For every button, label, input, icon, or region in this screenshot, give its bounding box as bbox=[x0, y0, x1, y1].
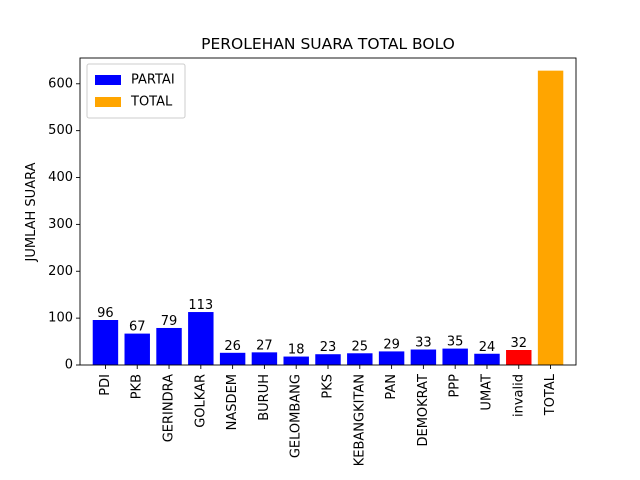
y-axis-label: JUMLAH SUARA bbox=[24, 162, 39, 262]
x-tick-label-umat: UMAT bbox=[479, 374, 494, 411]
y-tick-label-200: 200 bbox=[48, 264, 73, 279]
bar-gelombang bbox=[283, 356, 309, 365]
x-tick-label-gerindra: GERINDRA bbox=[162, 374, 177, 442]
x-tick-label-pkb: PKB bbox=[130, 374, 145, 399]
x-tick-label-pan: PAN bbox=[384, 374, 399, 400]
bar-total bbox=[537, 70, 564, 366]
bar-value-label-invalid: 32 bbox=[510, 336, 527, 351]
x-tick-label-kebangkitan: KEBANGKITAN bbox=[352, 374, 367, 466]
y-ticks-group: 0 100 200 300 400 500 600 bbox=[48, 76, 80, 373]
x-tick-label-demokrat: DEMOKRAT bbox=[416, 374, 431, 447]
chart-title: PEROLEHAN SUARA TOTAL BOLO bbox=[201, 35, 455, 53]
bar-invalid bbox=[506, 350, 532, 365]
bar-value-label-golkar: 113 bbox=[188, 298, 213, 313]
bar-ppp bbox=[442, 348, 468, 365]
bar-pks bbox=[315, 354, 341, 365]
bar-demokrat bbox=[410, 349, 437, 365]
bar-value-label-pks: 23 bbox=[320, 340, 337, 355]
bar-value-label-pkb: 67 bbox=[129, 320, 146, 335]
bar-umat bbox=[474, 353, 500, 365]
bar-gerindra bbox=[156, 327, 182, 365]
x-tick-label-pdi: PDI bbox=[98, 374, 113, 396]
bar-value-label-ppp: 35 bbox=[447, 335, 464, 350]
x-tick-label-pks: PKS bbox=[321, 374, 336, 399]
bar-value-label-buruh: 27 bbox=[256, 338, 273, 353]
bar-golkar bbox=[188, 312, 214, 365]
bar-value-label-pdi: 96 bbox=[97, 306, 114, 321]
y-tick-label-100: 100 bbox=[48, 311, 73, 326]
bar-nasdem bbox=[219, 352, 246, 365]
bar-labels-group: 96 67 79 113 26 27 18 23 25 29 33 35 24 32 bbox=[97, 298, 527, 358]
bar-value-label-kebangkitan: 25 bbox=[352, 339, 369, 354]
bar-value-label-gerindra: 79 bbox=[161, 314, 178, 329]
y-tick-label-500: 500 bbox=[48, 123, 73, 138]
bar-value-label-gelombang: 18 bbox=[288, 343, 305, 358]
legend-label-total: TOTAL bbox=[130, 95, 173, 110]
legend-swatch-total bbox=[95, 97, 121, 107]
legend-swatch-partai bbox=[95, 75, 121, 85]
bar-pan bbox=[378, 351, 405, 365]
bar-value-label-pan: 29 bbox=[383, 337, 400, 352]
x-tick-label-total: TOTAL bbox=[543, 373, 558, 416]
bar-value-label-umat: 24 bbox=[479, 340, 496, 355]
legend: PARTAI TOTAL bbox=[86, 63, 186, 119]
plot-frame bbox=[79, 57, 577, 366]
bar-value-label-demokrat: 33 bbox=[415, 336, 432, 351]
x-tick-label-ppp: PPP bbox=[448, 374, 463, 398]
y-tick-label-600: 600 bbox=[48, 76, 73, 91]
legend-label-partai: PARTAI bbox=[131, 73, 175, 88]
x-tick-label-nasdem: NASDEM bbox=[225, 374, 240, 430]
x-tick-label-gelombang: GELOMBANG bbox=[289, 374, 304, 458]
x-ticks-group: PDI PKB GERINDRA GOLKAR NASDEM BURUH GELOMBANG… bbox=[98, 365, 558, 466]
bar-pdi bbox=[92, 320, 119, 365]
x-tick-label-invalid: invalid bbox=[511, 374, 526, 417]
y-tick-label-0: 0 bbox=[65, 358, 73, 373]
x-tick-label-golkar: GOLKAR bbox=[193, 374, 208, 428]
bars-group bbox=[92, 70, 564, 366]
bar-pkb bbox=[124, 333, 150, 365]
y-tick-label-400: 400 bbox=[48, 170, 73, 185]
bar-kebangkitan bbox=[347, 353, 373, 365]
y-tick-label-300: 300 bbox=[48, 217, 73, 232]
x-tick-label-buruh: BURUH bbox=[257, 374, 272, 421]
bar-value-label-nasdem: 26 bbox=[224, 339, 241, 354]
bar-buruh bbox=[251, 352, 278, 365]
